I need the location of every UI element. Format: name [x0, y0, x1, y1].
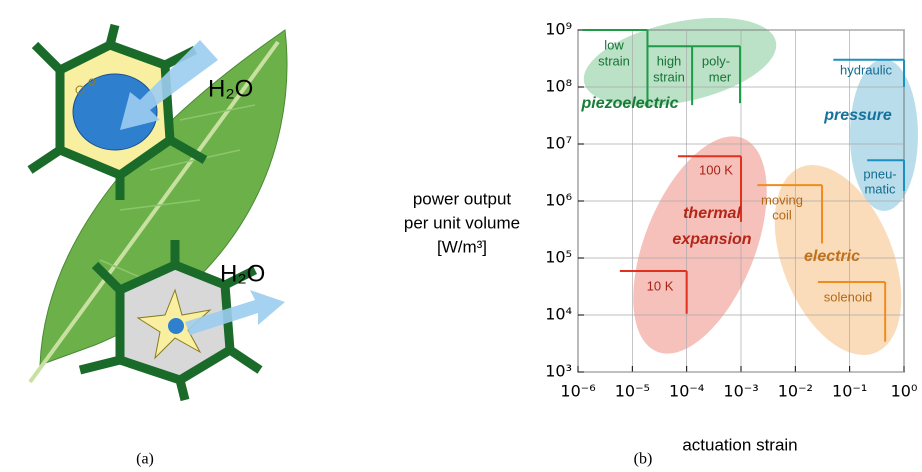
actuator-label: solenoid — [824, 289, 872, 304]
caption: (a) — [136, 451, 154, 468]
y-tick-label: 10³ — [545, 362, 572, 381]
actuator-label: low — [604, 37, 624, 52]
actuator-label: strain — [598, 53, 630, 68]
y-tick-label: 10⁸ — [545, 77, 572, 96]
actuator-label: 10 K — [647, 278, 674, 293]
vacuole — [168, 318, 184, 334]
actuator-label: poly- — [702, 53, 730, 68]
y-label: per unit volume — [404, 213, 520, 232]
actuator-label: strain — [653, 69, 685, 84]
region-label: expansion — [672, 231, 751, 248]
leaf-diagram: H₂O H₂O (a) — [30, 25, 287, 468]
region-label: electric — [804, 248, 860, 265]
y-label: power output — [413, 189, 512, 208]
x-label: actuation strain — [682, 435, 797, 454]
y-tick-label: 10⁴ — [545, 305, 572, 324]
actuator-label: moving — [761, 192, 803, 207]
water-label: H₂O — [208, 75, 253, 102]
y-tick-label: 10⁵ — [545, 248, 572, 267]
region-label: pressure — [823, 107, 892, 124]
actuator-label: high — [657, 53, 682, 68]
x-tick-label: 10⁻⁴ — [669, 382, 704, 401]
caption: (b) — [634, 451, 653, 468]
x-tick-label: 10⁻⁵ — [615, 382, 650, 401]
water-label: H₂O — [220, 260, 265, 287]
y-tick-label: 10⁷ — [545, 134, 572, 153]
actuator-label: coil — [772, 207, 792, 222]
actuator-label: 100 K — [699, 162, 733, 177]
x-tick-label: 10⁻³ — [723, 382, 758, 401]
x-tick-label: 10⁻⁶ — [560, 382, 595, 401]
x-tick-label: 10⁻¹ — [832, 382, 867, 401]
actuator-label: matic — [864, 181, 896, 196]
region-label: thermal — [683, 205, 741, 222]
y-tick-label: 10⁹ — [545, 20, 572, 39]
region-label: piezoelectric — [581, 95, 679, 112]
x-tick-label: 10⁻² — [778, 382, 813, 401]
actuator-label: pneu- — [863, 166, 896, 181]
x-tick-label: 10⁰ — [891, 382, 918, 401]
actuator-label: mer — [709, 69, 732, 84]
y-label: [W/m³] — [437, 237, 487, 256]
y-tick-label: 10⁶ — [545, 191, 572, 210]
figure: H₂O H₂O (a) 10⁻⁶ 10⁻⁵ 10⁻⁴ 10⁻³ 10⁻² 10⁻¹ 10⁰ 1… — [0, 0, 922, 472]
actuator-label: hydraulic — [840, 62, 893, 77]
